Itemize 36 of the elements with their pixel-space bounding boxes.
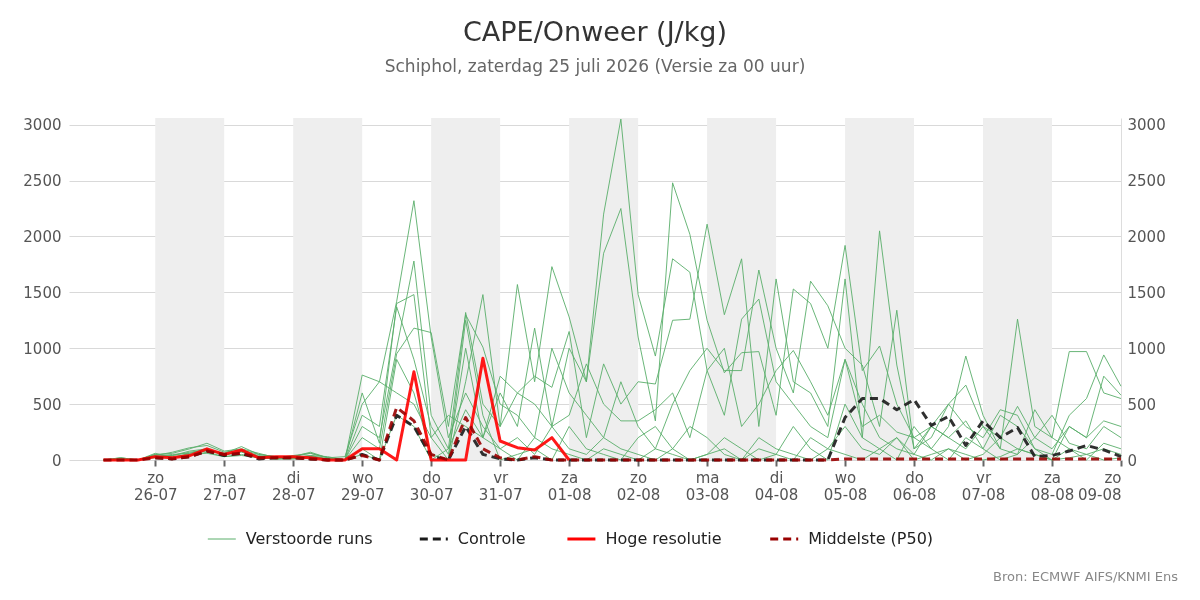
y-tick-label: 1000	[23, 339, 62, 358]
y2-tick-label: 1500	[1127, 283, 1166, 302]
y-tick-label: 3000	[23, 116, 62, 135]
y2-tick-label: 1000	[1127, 339, 1166, 358]
y2-tick-label: 3000	[1127, 116, 1166, 135]
y-tick-label: 2500	[23, 172, 62, 191]
text: Bron: ECMWF AIFS/KNMI Ens	[993, 569, 1179, 584]
x-tick-label: vr 31-07	[478, 468, 523, 504]
x-tick-label: zo 09-08	[1077, 468, 1122, 504]
legend-label: Controle	[457, 529, 526, 548]
chart-subtitle: Schiphol, zaterdag 25 juli 2026 (Versie za 00 uur)	[384, 55, 806, 76]
legend-label: Verstoorde runs	[245, 529, 373, 548]
y-tick-label: 0	[51, 451, 62, 470]
x-tick-label: vr 07-08	[961, 468, 1006, 504]
x-tick-label: zo 26-07	[133, 468, 178, 504]
chart-title: CAPE/Onweer (J/kg)	[462, 15, 728, 47]
x-tick-label: ma 03-08	[685, 468, 730, 504]
legend-label: Middelste (P50)	[808, 529, 934, 548]
x-tick-label: wo 05-08	[823, 468, 868, 504]
x-tick-label: zo 02-08	[616, 468, 661, 504]
x-tick-label: za 01-08	[547, 468, 592, 504]
x-tick-label: di 28-07	[271, 468, 316, 504]
y2-tick-label: 2500	[1127, 172, 1166, 191]
y-tick-label: 2000	[23, 227, 62, 246]
y2-tick-label: 2000	[1127, 227, 1166, 246]
y-tick-label: 500	[32, 395, 62, 414]
x-tick-label: ma 27-07	[202, 468, 247, 504]
x-tick-label: za 08-08	[1030, 468, 1075, 504]
x-tick-label: di 04-08	[754, 468, 799, 504]
x-tick-label: do 06-08	[892, 468, 937, 504]
y2-tick-label: 0	[1127, 451, 1138, 470]
legend-label: Hoge resolutie	[605, 529, 722, 548]
x-tick-label: do 30-07	[409, 468, 454, 504]
y-tick-label: 1500	[23, 283, 62, 302]
y2-tick-label: 500	[1127, 395, 1157, 414]
x-tick-label: wo 29-07	[340, 468, 385, 504]
